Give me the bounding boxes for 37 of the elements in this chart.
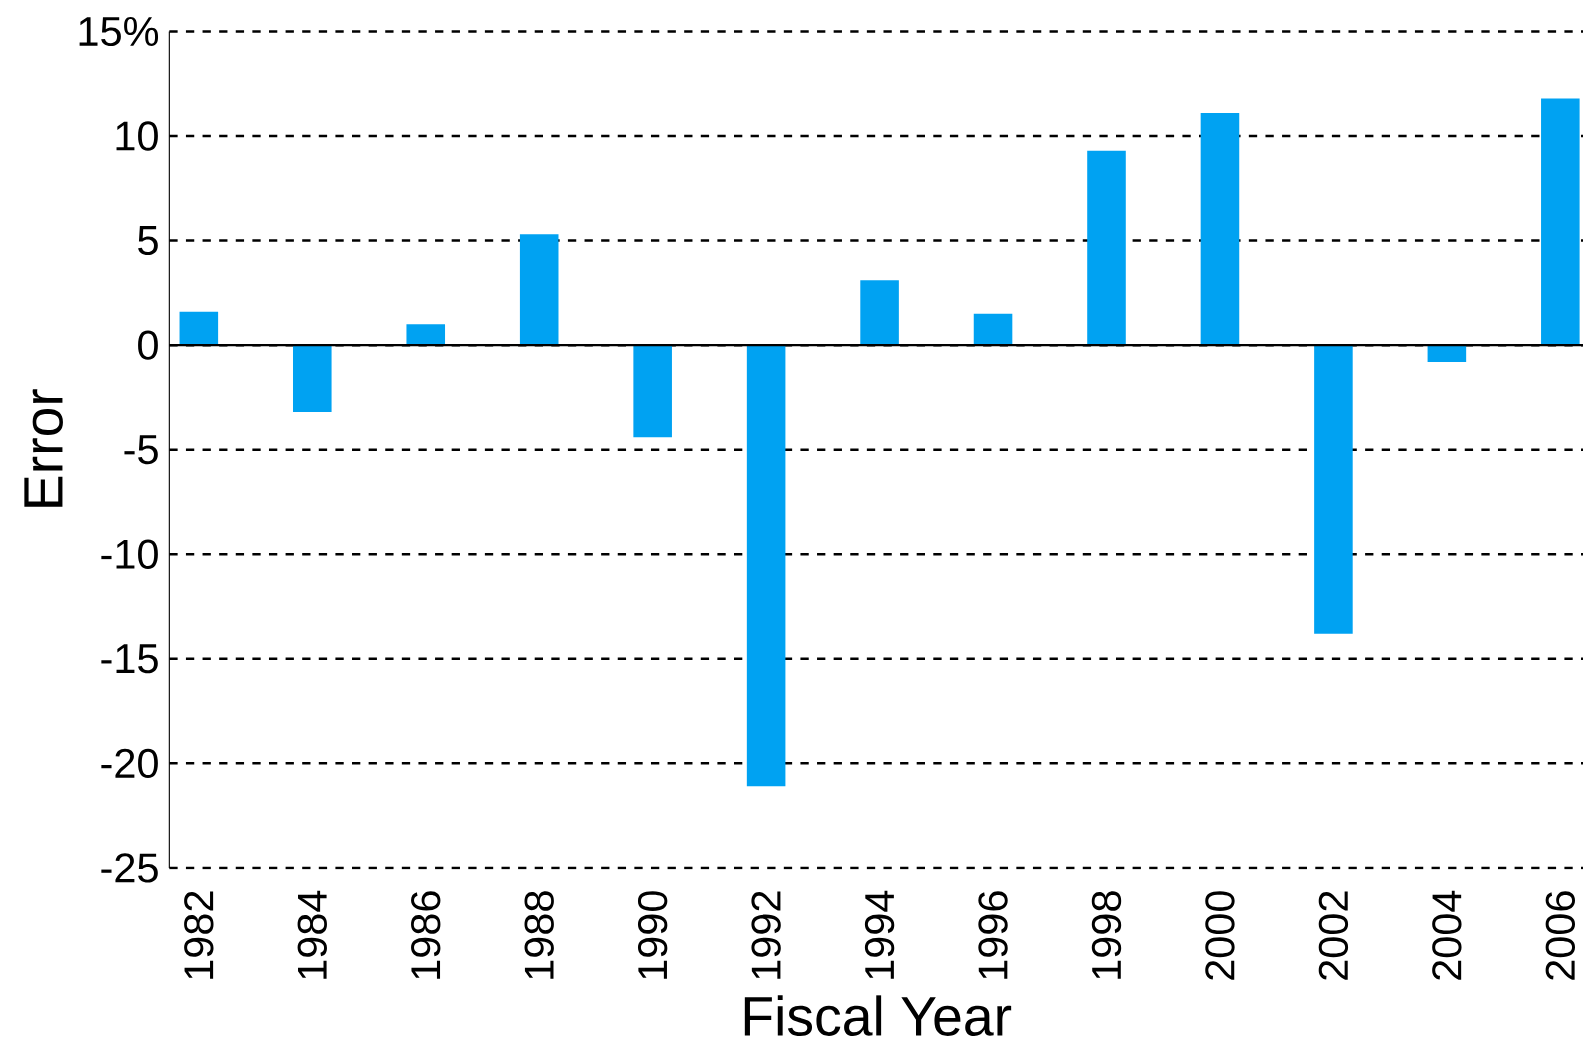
- bar: [519, 234, 559, 346]
- bar: [179, 311, 219, 346]
- x-tick-label: 2006: [1545, 891, 1576, 980]
- bar: [973, 313, 1013, 346]
- y-tick-label: 10: [116, 121, 158, 151]
- y-tick-label: 5: [138, 226, 158, 256]
- bar: [746, 345, 786, 787]
- y-axis-title: Error: [24, 389, 63, 507]
- y-tick-label: -15: [101, 644, 158, 674]
- y-tick-label: -20: [101, 748, 158, 779]
- y-tick-label: -25: [101, 853, 158, 883]
- y-tick-label: -10: [101, 539, 158, 570]
- bar: [1427, 345, 1467, 362]
- x-tick-label: 1996: [978, 891, 1008, 979]
- bar: [293, 345, 332, 413]
- bar: [633, 345, 672, 438]
- y-tick-label: -5: [124, 435, 158, 465]
- y-tick-label: 0: [138, 330, 158, 360]
- x-tick-label: 2000: [1205, 891, 1235, 980]
- x-tick-label: 1982: [184, 891, 214, 979]
- x-tick-label: 1984: [297, 890, 327, 979]
- bar: [1314, 345, 1353, 634]
- x-tick-label: 1986: [411, 891, 441, 979]
- bar: [1541, 98, 1580, 346]
- x-tick-label: 1998: [1091, 891, 1122, 979]
- x-tick-label: 1994: [864, 890, 895, 979]
- x-tick-label: 2002: [1318, 891, 1349, 980]
- x-tick-label: 1988: [524, 891, 554, 979]
- bar: [406, 324, 446, 346]
- x-tick-label: 1992: [751, 891, 781, 979]
- bar: [1087, 150, 1126, 346]
- x-tick-label: 1990: [637, 891, 668, 979]
- x-axis-title: Fiscal Year: [744, 995, 1012, 1037]
- bar: [1200, 113, 1240, 346]
- y-tick-label: 15%: [79, 17, 159, 47]
- bar: [860, 280, 899, 346]
- x-tick-label: 2004: [1432, 890, 1462, 980]
